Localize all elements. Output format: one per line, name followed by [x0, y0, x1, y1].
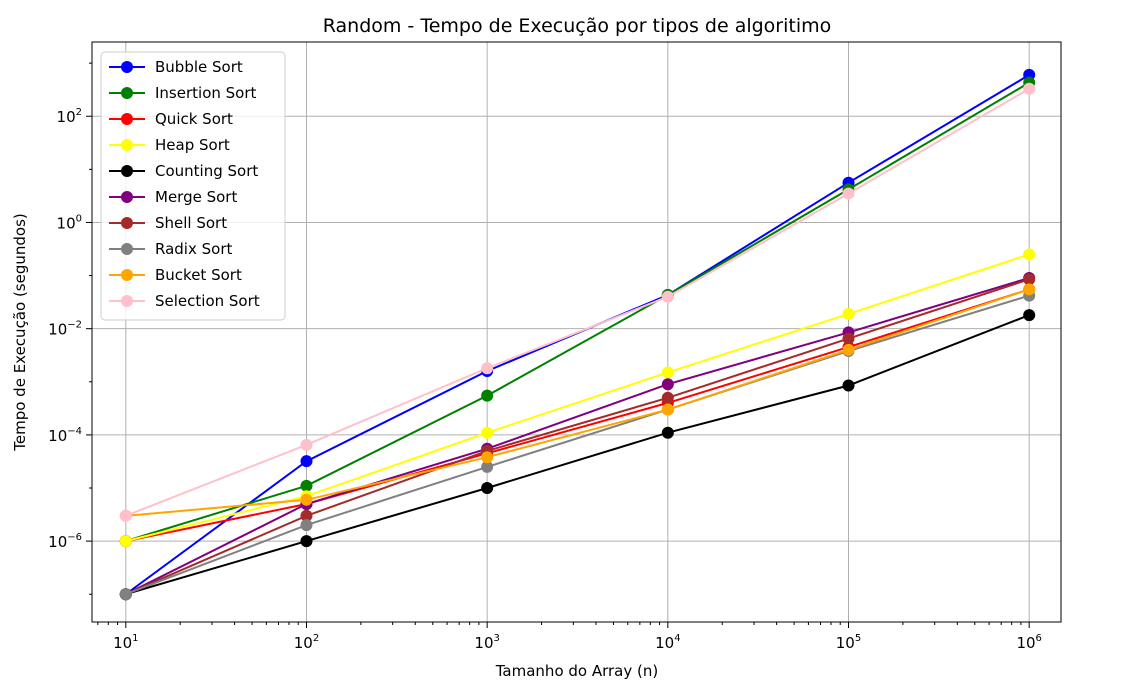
data-point-shell-sort — [300, 509, 313, 522]
data-point-radix-sort — [119, 588, 132, 601]
x-axis: 101 102 103 104 105 106 — [97, 622, 1042, 652]
data-point-counting-sort — [481, 482, 494, 495]
series-line-bucket-sort — [125, 288, 1030, 517]
legend-item: Quick Sort — [109, 110, 233, 128]
series-shell-sort — [119, 273, 1036, 601]
legend-item: Radix Sort — [109, 240, 232, 258]
y-tick-label: 10−6 — [48, 532, 82, 551]
legend-label: Quick Sort — [155, 110, 233, 128]
data-point-heap-sort — [119, 535, 132, 548]
data-point-bubble-sort — [300, 455, 313, 468]
legend-label: Bucket Sort — [155, 266, 242, 284]
series-line-shell-sort — [125, 278, 1030, 596]
series-line-insertion-sort — [125, 81, 1030, 543]
data-point-insertion-sort — [481, 389, 494, 402]
legend-label: Insertion Sort — [155, 84, 257, 102]
x-tick-label: 101 — [113, 633, 138, 652]
data-point-counting-sort — [842, 379, 855, 392]
series-layer — [119, 68, 1036, 601]
legend-marker — [121, 87, 133, 99]
x-tick-label: 106 — [1016, 633, 1041, 652]
data-point-insertion-sort — [300, 479, 313, 492]
legend-marker — [121, 191, 133, 203]
legend-label: Radix Sort — [155, 240, 232, 258]
legend-item: Selection Sort — [109, 292, 260, 310]
y-axis: 10−6 10−4 10−2 100 102 — [48, 62, 92, 595]
legend-marker — [121, 243, 133, 255]
legend-marker — [121, 295, 133, 307]
series-line-counting-sort — [125, 314, 1030, 596]
x-tick-label: 103 — [474, 633, 499, 652]
legend: Bubble Sort Insertion Sort Quick Sort Heap … — [100, 51, 286, 321]
legend-label: Bubble Sort — [155, 58, 243, 76]
data-point-selection-sort — [661, 290, 674, 303]
legend-item: Bucket Sort — [109, 266, 242, 284]
data-point-bucket-sort — [661, 403, 674, 416]
x-tick-label: 104 — [655, 633, 680, 652]
series-line-quick-sort — [125, 288, 1030, 543]
data-point-bucket-sort — [300, 493, 313, 506]
plot-frame — [91, 41, 1062, 623]
legend-item: Counting Sort — [109, 162, 258, 180]
legend-label: Counting Sort — [155, 162, 258, 180]
data-point-selection-sort — [119, 509, 132, 522]
data-point-selection-sort — [481, 362, 494, 375]
legend-item: Heap Sort — [109, 136, 230, 154]
data-point-merge-sort — [661, 378, 674, 391]
legend-marker — [121, 139, 133, 151]
series-heap-sort — [119, 248, 1036, 548]
series-line-merge-sort — [125, 277, 1030, 596]
data-point-shell-sort — [842, 332, 855, 345]
data-point-heap-sort — [842, 307, 855, 320]
legend-item: Bubble Sort — [109, 58, 243, 76]
y-tick-label: 100 — [57, 213, 82, 232]
data-point-bucket-sort — [842, 343, 855, 356]
y-tick-label: 10−2 — [48, 320, 82, 339]
chart-title: Random - Tempo de Execução por tipos de … — [323, 15, 832, 37]
data-point-bucket-sort — [1023, 283, 1036, 296]
data-point-bucket-sort — [481, 451, 494, 464]
data-point-heap-sort — [661, 366, 674, 379]
data-point-counting-sort — [300, 535, 313, 548]
y-tick-label: 10−4 — [48, 426, 82, 445]
y-tick-label: 102 — [57, 107, 82, 126]
legend-item: Insertion Sort — [109, 84, 257, 102]
legend-item: Shell Sort — [109, 214, 227, 232]
series-line-heap-sort — [125, 253, 1030, 543]
legend-item: Merge Sort — [109, 188, 237, 206]
x-tick-label: 102 — [294, 633, 319, 652]
series-selection-sort — [119, 82, 1036, 522]
legend-label: Heap Sort — [155, 136, 230, 154]
series-line-selection-sort — [125, 87, 1030, 517]
legend-marker — [121, 61, 133, 73]
data-point-heap-sort — [481, 426, 494, 439]
y-axis-label: Tempo de Execução (segundos) — [11, 213, 29, 452]
legend-label: Merge Sort — [155, 188, 237, 206]
legend-label: Selection Sort — [155, 292, 260, 310]
data-point-selection-sort — [1023, 82, 1036, 95]
data-point-heap-sort — [1023, 248, 1036, 261]
data-point-selection-sort — [300, 438, 313, 451]
legend-marker — [121, 165, 133, 177]
legend-box — [100, 51, 286, 321]
legend-marker — [121, 269, 133, 281]
data-point-counting-sort — [1023, 309, 1036, 322]
data-point-shell-sort — [661, 391, 674, 404]
legend-marker — [121, 217, 133, 229]
x-axis-label: Tamanho do Array (n) — [495, 662, 658, 680]
data-point-radix-sort — [481, 460, 494, 473]
legend-marker — [121, 113, 133, 125]
data-point-selection-sort — [842, 187, 855, 200]
data-point-shell-sort — [1023, 273, 1036, 286]
data-point-radix-sort — [300, 519, 313, 532]
x-tick-label: 105 — [836, 633, 861, 652]
data-point-counting-sort — [661, 426, 674, 439]
legend-label: Shell Sort — [155, 214, 227, 232]
grid — [92, 42, 1061, 622]
series-line-radix-sort — [125, 294, 1030, 596]
